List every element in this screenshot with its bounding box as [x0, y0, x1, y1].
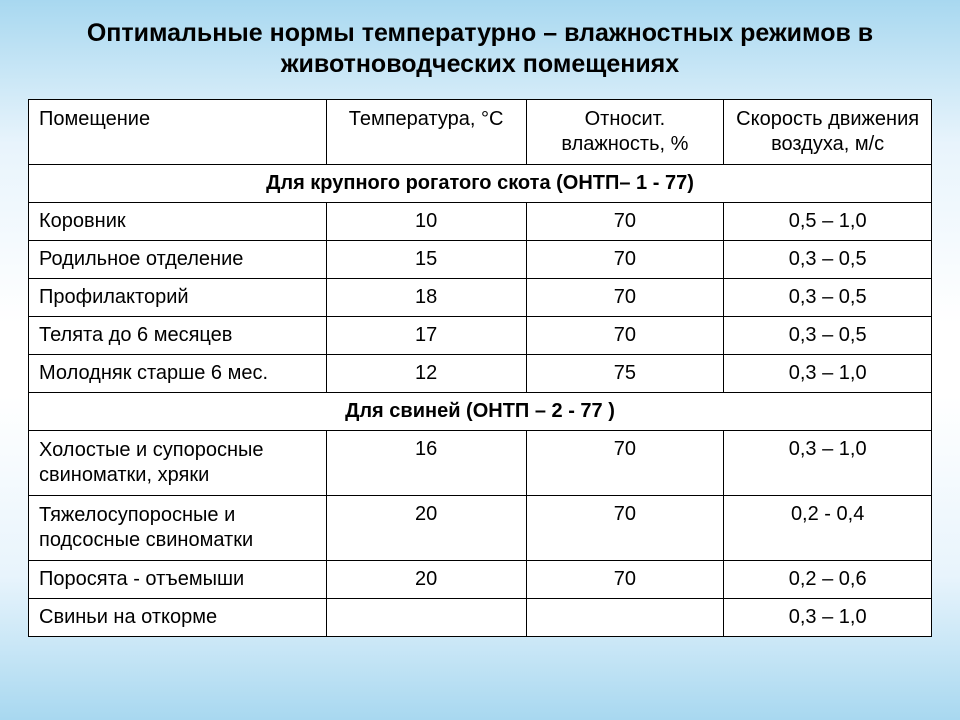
cell-temp: 20: [326, 495, 526, 560]
cell-air: 0,3 – 1,0: [724, 430, 932, 495]
cell-room: Тяжелосупоросные и подсосные свиноматки: [29, 495, 327, 560]
cell-temp: 12: [326, 354, 526, 392]
cell-temp: 10: [326, 202, 526, 240]
cell-humid: 75: [526, 354, 724, 392]
col-header-room: Помещение: [29, 99, 327, 164]
cell-humid: [526, 598, 724, 636]
table-row: Тяжелосупоросные и подсосные свиноматки …: [29, 495, 932, 560]
table-row: Поросята - отъемыши 20 70 0,2 – 0,6: [29, 560, 932, 598]
section-header-pigs-label: Для свиней (ОНТП – 2 - 77 ): [29, 392, 932, 430]
col-header-humid: Относит. влажность, %: [526, 99, 724, 164]
col-header-temp: Температура, °С: [326, 99, 526, 164]
cell-temp: [326, 598, 526, 636]
cell-air: 0,2 – 0,6: [724, 560, 932, 598]
table-row: Холостые и супоросные свиноматки, хряки …: [29, 430, 932, 495]
cell-temp: 16: [326, 430, 526, 495]
cell-air: 0,3 – 0,5: [724, 316, 932, 354]
cell-room: Свиньи на откорме: [29, 598, 327, 636]
section-header-pigs: Для свиней (ОНТП – 2 - 77 ): [29, 392, 932, 430]
cell-room: Коровник: [29, 202, 327, 240]
cell-room: Поросята - отъемыши: [29, 560, 327, 598]
cell-air: 0,5 – 1,0: [724, 202, 932, 240]
table-row: Телята до 6 месяцев 17 70 0,3 – 0,5: [29, 316, 932, 354]
cell-humid: 70: [526, 560, 724, 598]
cell-temp: 20: [326, 560, 526, 598]
page-title: Оптимальные нормы температурно – влажнос…: [70, 18, 890, 81]
table-row: Свиньи на откорме 0,3 – 1,0: [29, 598, 932, 636]
table-header-row: Помещение Температура, °С Относит. влажн…: [29, 99, 932, 164]
cell-air: 0,3 – 1,0: [724, 598, 932, 636]
cell-humid: 70: [526, 202, 724, 240]
cell-humid: 70: [526, 240, 724, 278]
section-header-cattle-label: Для крупного рогатого скота (ОНТП– 1 - 7…: [29, 164, 932, 202]
section-header-cattle: Для крупного рогатого скота (ОНТП– 1 - 7…: [29, 164, 932, 202]
cell-humid: 70: [526, 495, 724, 560]
norms-table: Помещение Температура, °С Относит. влажн…: [28, 99, 932, 637]
cell-temp: 15: [326, 240, 526, 278]
cell-air: 0,2 - 0,4: [724, 495, 932, 560]
cell-humid: 70: [526, 278, 724, 316]
cell-humid: 70: [526, 430, 724, 495]
cell-humid: 70: [526, 316, 724, 354]
cell-air: 0,3 – 1,0: [724, 354, 932, 392]
cell-air: 0,3 – 0,5: [724, 278, 932, 316]
cell-air: 0,3 – 0,5: [724, 240, 932, 278]
col-header-air: Скорость движения воздуха, м/с: [724, 99, 932, 164]
cell-temp: 18: [326, 278, 526, 316]
cell-room: Профилакторий: [29, 278, 327, 316]
cell-room: Телята до 6 месяцев: [29, 316, 327, 354]
cell-room: Холостые и супоросные свиноматки, хряки: [29, 430, 327, 495]
table-row: Профилакторий 18 70 0,3 – 0,5: [29, 278, 932, 316]
cell-temp: 17: [326, 316, 526, 354]
table-row: Родильное отделение 15 70 0,3 – 0,5: [29, 240, 932, 278]
cell-room: Молодняк старше 6 мес.: [29, 354, 327, 392]
table-row: Коровник 10 70 0,5 – 1,0: [29, 202, 932, 240]
cell-room: Родильное отделение: [29, 240, 327, 278]
table-row: Молодняк старше 6 мес. 12 75 0,3 – 1,0: [29, 354, 932, 392]
